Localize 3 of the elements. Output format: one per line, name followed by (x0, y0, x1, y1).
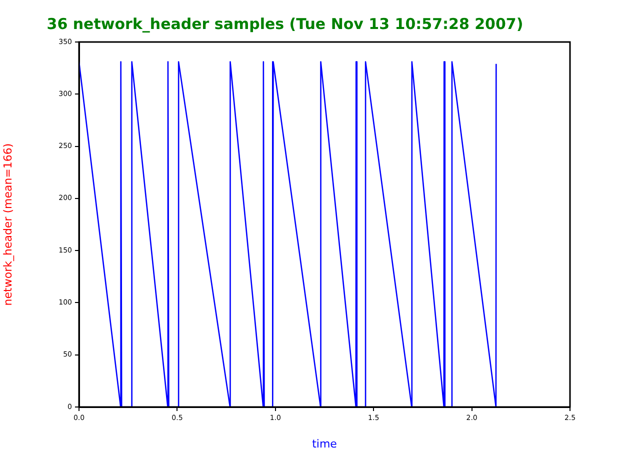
chart-title: 36 network_header samples (Tue Nov 13 10:57:28 2007) (46, 14, 524, 33)
x-axis-title: time (312, 437, 338, 450)
y-axis-title: network_header (mean=166) (1, 143, 14, 306)
